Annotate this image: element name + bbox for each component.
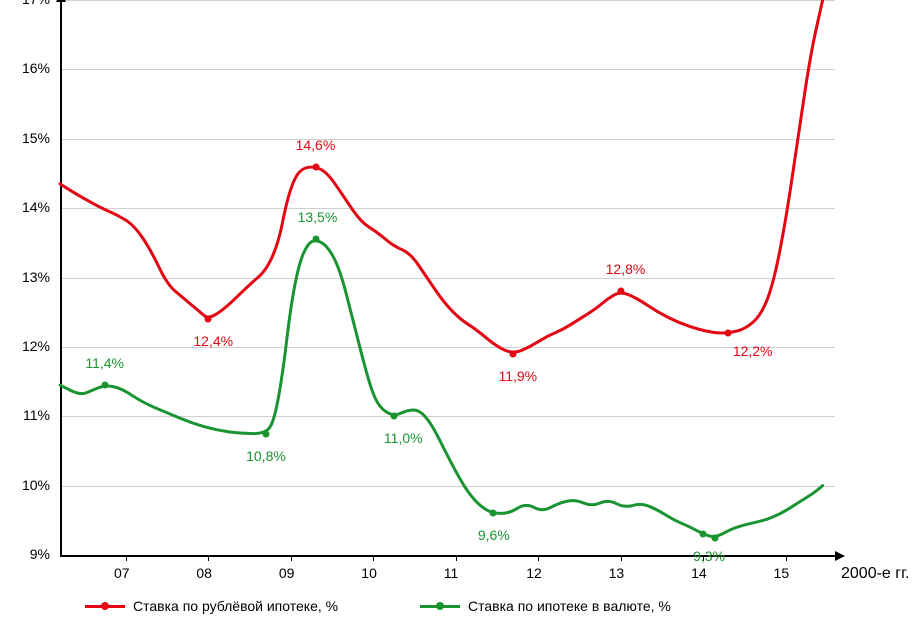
series-marker-currency: [390, 413, 397, 420]
chart-lines: [0, 0, 917, 632]
point-label-ruble: 14,6%: [296, 137, 336, 153]
point-label-currency: 9,6%: [478, 527, 510, 543]
legend-item-currency: Ставка по ипотеке в валюте, %: [420, 598, 671, 614]
series-marker-currency: [312, 236, 319, 243]
series-marker-ruble: [510, 350, 517, 357]
point-label-ruble: 12,2%: [733, 343, 773, 359]
series-marker-ruble: [617, 288, 624, 295]
series-marker-ruble: [312, 163, 319, 170]
mortgage-rates-chart: 9%10%11%12%13%14%15%16%17%07080910111213…: [0, 0, 917, 632]
series-marker-ruble: [205, 316, 212, 323]
legend-dot-icon: [101, 602, 109, 610]
series-marker-currency: [263, 430, 270, 437]
point-label-currency: 11,0%: [384, 430, 423, 446]
series-line-currency: [60, 241, 823, 537]
series-marker-currency: [489, 510, 496, 517]
point-label-currency: 13,5%: [298, 209, 338, 225]
series-marker-currency: [700, 531, 707, 538]
legend-dot-icon: [436, 602, 444, 610]
point-label-currency: 10,8%: [246, 448, 286, 464]
point-label-currency: 9,3%: [693, 548, 725, 564]
legend-item-ruble: Ставка по рублёвой ипотеке, %: [85, 598, 338, 614]
series-marker-currency: [712, 534, 719, 541]
point-label-ruble: 12,4%: [193, 333, 233, 349]
legend-label: Ставка по рублёвой ипотеке, %: [133, 598, 338, 614]
series-marker-ruble: [724, 330, 731, 337]
point-label-currency: 11,4%: [85, 355, 124, 371]
series-line-ruble: [60, 0, 823, 352]
legend-label: Ставка по ипотеке в валюте, %: [468, 598, 671, 614]
point-label-ruble: 12,8%: [606, 261, 646, 277]
legend-line-icon: [420, 605, 460, 608]
point-label-ruble: 11,9%: [498, 368, 537, 384]
series-marker-currency: [102, 382, 109, 389]
legend-line-icon: [85, 605, 125, 608]
